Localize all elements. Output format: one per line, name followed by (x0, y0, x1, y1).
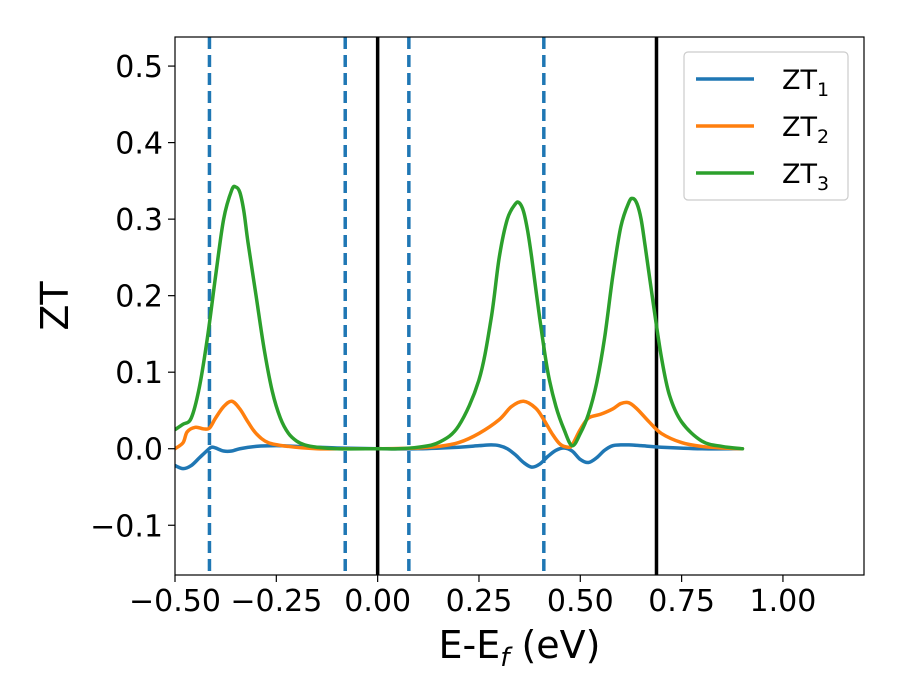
y-tick-label: 0.2 (115, 280, 163, 315)
plot-frame (174, 36, 865, 576)
y-tick-label: 0.4 (115, 127, 163, 162)
x-axis-label-unit: (eV) (509, 623, 600, 667)
y-tick-label: 0.0 (115, 433, 163, 468)
y-axis: −0.1 0.0 0.1 0.2 0.3 0.4 0.5 (90, 50, 175, 544)
legend-box (683, 51, 849, 201)
legend-label-3: ZT3 (782, 159, 829, 195)
y-tick-label: 0.3 (115, 203, 163, 238)
x-tick-label: 0.00 (344, 584, 411, 619)
x-axis: −0.50 −0.25 0.00 0.25 0.50 0.75 1.00 (129, 575, 816, 619)
x-tick-label: −0.50 (129, 584, 221, 619)
series-line-3 (175, 184, 745, 451)
series-line-2 (175, 399, 745, 451)
series-layer (175, 184, 745, 471)
x-tick-label: −0.25 (230, 584, 322, 619)
vertical-lines (207, 37, 659, 575)
legend: ZT1 ZT2 ZT3 (683, 51, 849, 201)
legend-label-2: ZT2 (782, 112, 829, 148)
x-axis-label: E-Ef (eV) (439, 623, 601, 673)
series-line-1 (175, 443, 745, 471)
x-tick-label: 1.00 (750, 584, 817, 619)
x-axis-label-main: E-E (439, 623, 501, 667)
legend-label-1: ZT1 (782, 65, 829, 101)
x-tick-label: 0.25 (446, 584, 513, 619)
y-tick-label: −0.1 (90, 509, 163, 544)
x-tick-label: 0.50 (547, 584, 614, 619)
y-axis-label: ZT (33, 281, 77, 331)
y-tick-label: 0.1 (115, 356, 163, 391)
y-tick-label: 0.5 (115, 50, 163, 85)
x-tick-label: 0.75 (648, 584, 715, 619)
